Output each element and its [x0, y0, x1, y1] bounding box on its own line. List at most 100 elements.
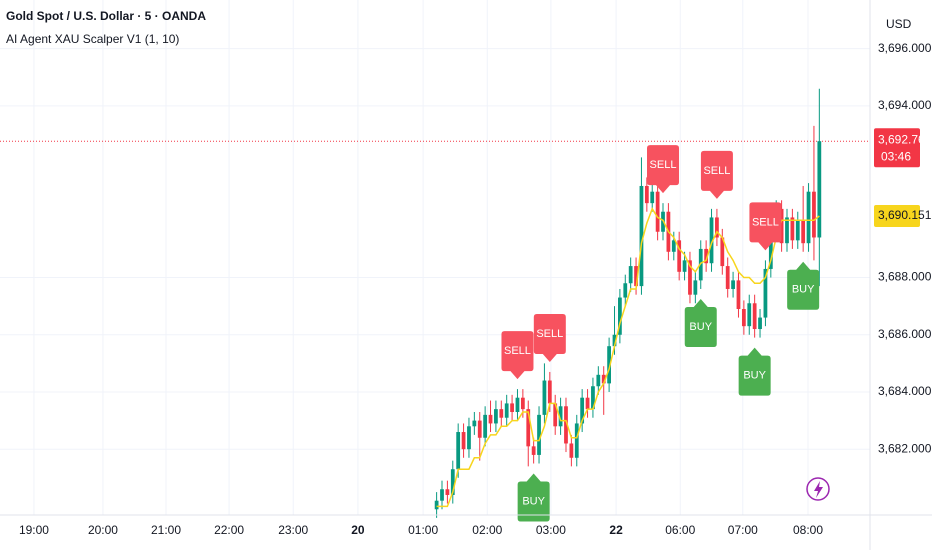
y-tick-label: 3,686.000 [878, 327, 932, 341]
candle-body [682, 260, 687, 272]
buy-signal [787, 261, 820, 310]
x-tick-label: 20 [351, 523, 365, 537]
indicator-line [436, 207, 820, 508]
plot: SELL SELL SELL SELL SELL BUY BUY BUY BUY [0, 88, 870, 522]
indicator-tag [874, 204, 920, 227]
x-tick-label: 21:00 [151, 523, 181, 537]
indicator-value-label: 3,690.151 [878, 208, 932, 222]
candle-body [618, 297, 622, 335]
sell-signal [647, 145, 680, 194]
candle-body [639, 185, 644, 287]
candle-body [741, 309, 746, 327]
countdown: 03:46 [881, 149, 911, 163]
candle-body [623, 283, 628, 298]
candle-body [720, 237, 725, 267]
candle-body [585, 397, 590, 410]
candle-body [785, 217, 789, 244]
x-tick-label: 02:00 [472, 523, 502, 537]
y-tick-label: 3,694.000 [878, 98, 932, 112]
candle-body [499, 409, 504, 418]
candle-body [477, 420, 482, 438]
candle-body [553, 403, 558, 427]
x-tick-label: 06:00 [665, 523, 695, 537]
candle-body [817, 141, 822, 238]
signal-label: SELL [752, 216, 779, 228]
candle-body [515, 397, 520, 412]
candle-body [494, 409, 498, 424]
x-tick-label: 19:00 [19, 523, 49, 537]
candle-body [531, 446, 536, 455]
x-tick-label: 03:00 [536, 523, 566, 537]
currency[interactable]: USD [886, 17, 912, 31]
signal-label: BUY [743, 370, 766, 382]
candle-body [467, 426, 471, 450]
candle-body [677, 240, 682, 272]
candle-body [725, 266, 730, 289]
y-tick-label: 3,688.000 [878, 270, 932, 284]
buy-signal [738, 347, 771, 396]
candle-body [558, 406, 563, 427]
candle-body [688, 260, 692, 295]
candle-body [763, 268, 768, 318]
chart-title: Gold Spot / U.S. Dollar · 5 · OANDA [6, 9, 206, 23]
last-price-label: 3,692.765 [878, 132, 932, 146]
candle-body [472, 420, 477, 427]
signal-label: BUY [792, 284, 815, 296]
axes: 3,682.000 3,684.000 3,686.000 3,688.000 3,69… [19, 41, 932, 537]
candle-body [591, 386, 595, 410]
candle-body [801, 220, 806, 244]
candle-body [580, 397, 585, 424]
signal-label: SELL [703, 165, 730, 177]
x-tick-label: 20:00 [88, 523, 118, 537]
alert-icon[interactable] [806, 477, 830, 501]
candle-body [483, 414, 488, 438]
indicator-name: AI Agent XAU Scalper V1 (1, 10) [6, 32, 179, 46]
candle-body [768, 228, 773, 269]
y-tick-label: 3,696.000 [878, 41, 932, 55]
candle-body [547, 380, 552, 404]
candle-body [628, 266, 633, 284]
candle-body [806, 191, 811, 244]
sell-signal [501, 331, 534, 380]
last-price-tag [874, 128, 920, 168]
x-tick-label: 08:00 [793, 523, 823, 537]
candle-body [510, 403, 514, 412]
candle-body [779, 208, 784, 244]
candle-body [634, 266, 638, 287]
candle-body [698, 248, 703, 281]
alert-icon-bolt [814, 481, 823, 498]
candle-body [671, 240, 676, 252]
candle-body [434, 500, 439, 510]
candle-body [612, 334, 617, 347]
candle-body [655, 191, 660, 232]
candle-body [715, 217, 719, 238]
candle-body [709, 217, 714, 264]
candle-body [747, 303, 752, 327]
candle-body [542, 380, 547, 415]
sell-signal [749, 202, 782, 251]
candle-body [693, 280, 698, 295]
candle-body [537, 414, 541, 455]
buy-signal [517, 473, 550, 522]
candle-body [445, 489, 450, 495]
signal-label: SELL [650, 159, 677, 171]
candle-body [752, 303, 757, 330]
candle-body [704, 248, 709, 264]
candle-body [564, 406, 568, 444]
y-tick-label: 3,684.000 [878, 384, 932, 398]
candle-body [488, 414, 493, 424]
candle-body [790, 217, 795, 241]
candle-body [574, 423, 579, 458]
sell-signal [533, 313, 566, 362]
candle-body [461, 432, 466, 450]
candle-body [456, 432, 461, 470]
signal-label: BUY [522, 495, 545, 507]
x-tick-label: 01:00 [408, 523, 438, 537]
candle-body [650, 191, 655, 204]
x-tick-label: 07:00 [728, 523, 758, 537]
x-tick-label: 23:00 [278, 523, 308, 537]
candle-body [758, 317, 762, 330]
signal-label: BUY [689, 321, 712, 333]
